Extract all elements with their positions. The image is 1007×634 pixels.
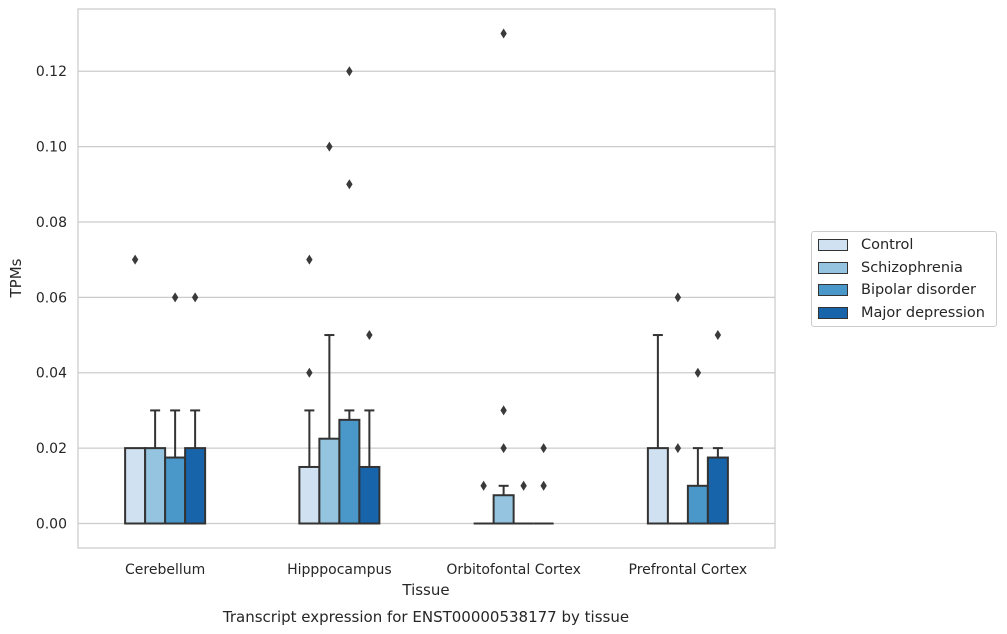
outlier-point (326, 141, 333, 152)
box (358, 465, 381, 525)
legend-label: Major depression (861, 305, 985, 321)
y-tick-label: 0.02 (36, 441, 67, 457)
y-tick-label: 0.08 (36, 215, 67, 231)
y-axis-label: TPMs (7, 258, 25, 298)
box-group (298, 409, 321, 525)
y-tick-label: 0.06 (36, 290, 67, 306)
outlier-point (540, 443, 547, 454)
box (298, 465, 321, 525)
legend-item-schizophrenia: Schizophrenia (818, 258, 963, 278)
legend-swatch-major-depression (818, 307, 848, 319)
x-axis-label: Tissue (401, 581, 449, 599)
outlier-point (346, 179, 353, 190)
outlier-point (500, 28, 507, 39)
x-tick-labels: Cerebellum Hipppocampus Orbitofontal Corte… (125, 562, 747, 578)
outlier-point (674, 443, 682, 454)
y-tick-label: 0.04 (36, 366, 67, 382)
outlier-point (500, 443, 507, 454)
legend-swatch-bipolar-disorder (818, 284, 848, 296)
outlier-point (191, 292, 199, 303)
outlier-point (714, 330, 722, 341)
legend-label: Bipolar disorder (861, 282, 976, 298)
box (492, 494, 515, 525)
box-group (686, 447, 709, 525)
box-group (338, 409, 361, 525)
outliers (131, 28, 722, 491)
outlier-point (171, 292, 179, 303)
box-group (144, 409, 167, 525)
outlier-point (500, 405, 507, 416)
box (706, 456, 729, 525)
y-tick-label: 0.00 (36, 517, 67, 533)
boxes (124, 334, 729, 525)
x-tick-label: Cerebellum (125, 562, 205, 578)
y-tick-labels: 0.00 0.02 0.04 0.06 0.08 0.10 0.12 (36, 64, 67, 532)
outlier-point (520, 480, 527, 491)
outlier-point (540, 480, 547, 491)
legend-swatch-control (818, 239, 848, 251)
box (318, 437, 341, 525)
legend-item-control: Control (818, 235, 913, 255)
legend: Control Schizophrenia Bipolar disorder M… (811, 231, 997, 327)
plot-frame (77, 8, 776, 549)
box (124, 447, 147, 525)
legend-swatch-schizophrenia (818, 262, 848, 274)
y-tick-label: 0.12 (36, 64, 67, 80)
outlier-point (694, 367, 702, 378)
x-tick-label: Hipppocampus (287, 562, 392, 578)
box-group (646, 334, 669, 525)
box (686, 484, 709, 525)
box (164, 456, 187, 525)
outlier-point (346, 66, 353, 77)
box (646, 447, 669, 525)
box-group (164, 409, 187, 525)
box-group (124, 447, 147, 525)
legend-item-major-depression: Major depression (818, 303, 985, 323)
y-tick-label: 0.10 (36, 140, 67, 156)
box (338, 418, 361, 525)
box (144, 447, 167, 525)
box-group (184, 409, 207, 525)
x-tick-label: Orbitofontal Cortex (446, 562, 581, 578)
legend-item-bipolar-disorder: Bipolar disorder (818, 280, 976, 300)
outlier-point (674, 292, 682, 303)
box-group (358, 409, 381, 525)
box (184, 447, 207, 525)
box-group (318, 334, 341, 525)
legend-label: Schizophrenia (861, 260, 963, 276)
x-tick-label: Prefrontal Cortex (629, 562, 748, 578)
box-group (706, 447, 729, 525)
outlier-point (366, 330, 373, 341)
chart-title: Transcript expression for ENST0000053817… (222, 608, 629, 626)
outlier-point (131, 254, 139, 265)
outlier-point (306, 367, 313, 378)
gridlines (78, 70, 775, 525)
outlier-point (306, 254, 313, 265)
legend-label: Control (861, 237, 914, 253)
outlier-point (480, 480, 487, 491)
box-group (492, 484, 515, 525)
